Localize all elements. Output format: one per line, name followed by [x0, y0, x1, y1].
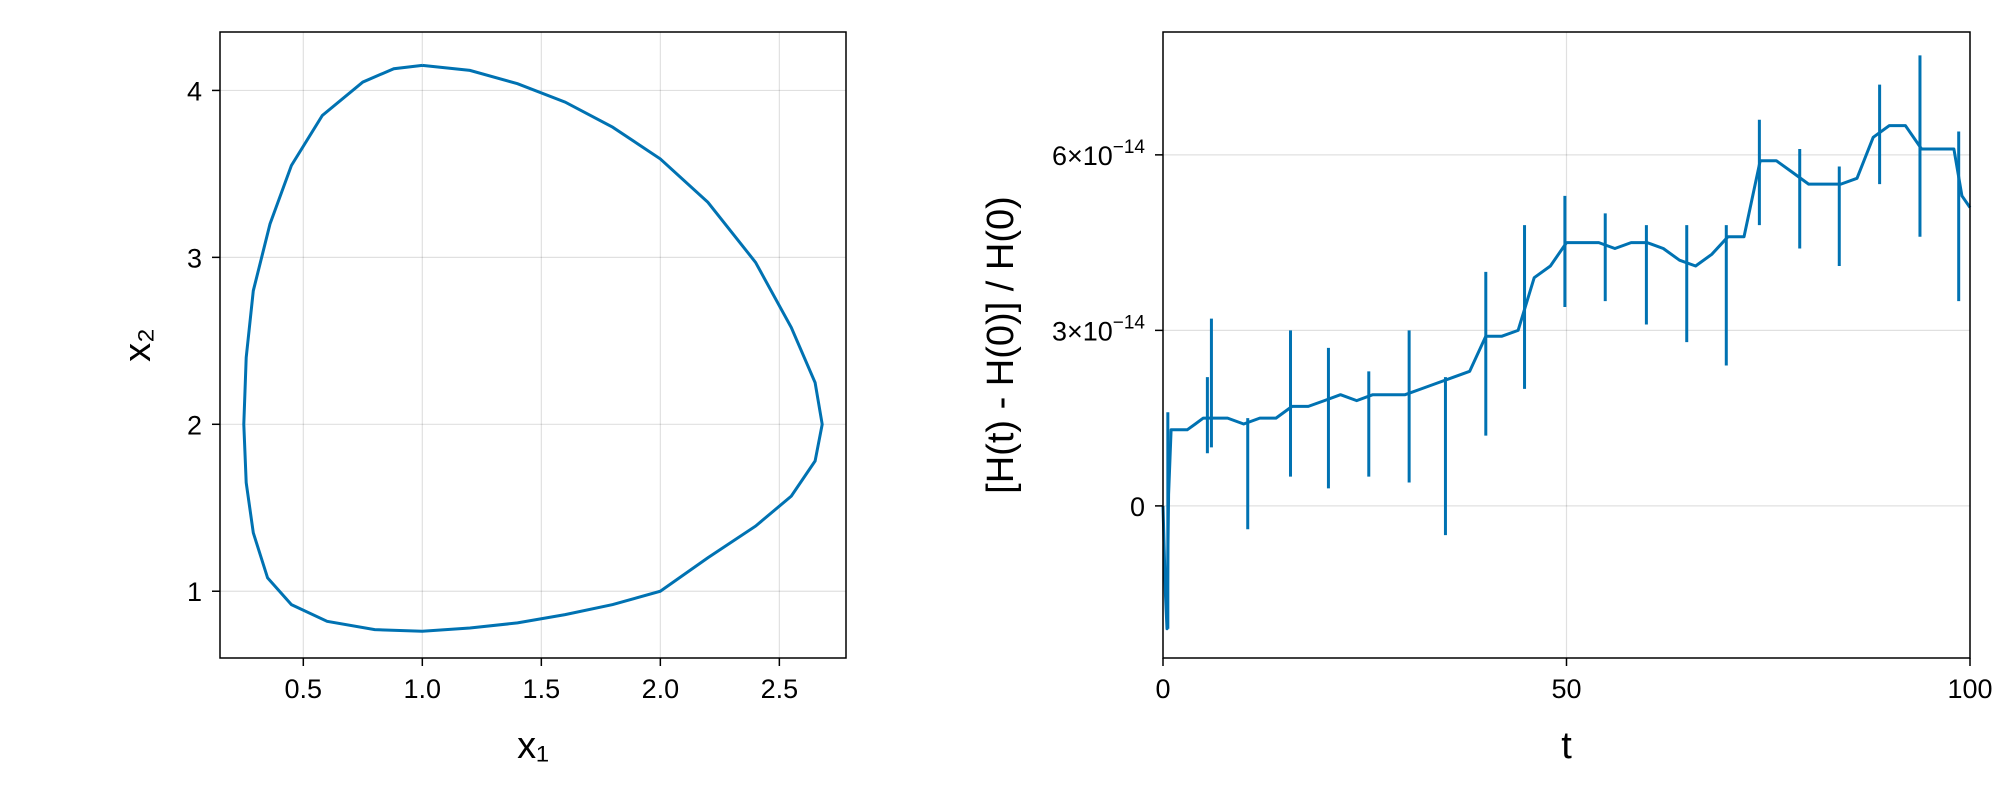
y-tick-exponent: −14 [1113, 312, 1146, 333]
phase-portrait-ticks: 0.5 1.0 1.5 2.0 2.5 1 2 3 4 [187, 76, 798, 704]
energy-error-series [1161, 124, 1972, 631]
energy-error-spikes [1166, 55, 1961, 629]
x-tick-label: 100 [1947, 674, 1992, 704]
y-tick-label: 0 [1130, 492, 1145, 522]
phase-portrait-orbit [242, 63, 824, 633]
phase-portrait-panel: 0.5 1.0 1.5 2.0 2.5 1 2 3 4 x₁ x₂ [117, 31, 847, 767]
y-tick-label: 4 [187, 76, 202, 106]
y-tick-mantissa: 6×10 [1052, 141, 1113, 171]
x-tick-label: 1.0 [404, 674, 442, 704]
x-tick-label: 0 [1155, 674, 1170, 704]
x-tick-label: 0.5 [285, 674, 323, 704]
y-tick-label: 2 [187, 410, 202, 440]
phase-portrait-x-axis-label: x₁ [517, 725, 549, 767]
phase-portrait-y-axis-label: x₂ [117, 328, 159, 362]
energy-error-y-axis-label: [H(t) - H(0)] / H(0) [980, 196, 1022, 494]
y-tick-label: 6×10−14 [1052, 137, 1145, 171]
y-tick-label: 1 [187, 577, 202, 607]
x-tick-label: 2.0 [642, 674, 680, 704]
x-tick-label: 2.5 [761, 674, 799, 704]
x-tick-label: 1.5 [523, 674, 561, 704]
y-tick-label: 3 [187, 243, 202, 273]
phase-portrait-grid [220, 32, 846, 658]
x-tick-label: 50 [1551, 674, 1581, 704]
phase-portrait-axes-frame [219, 31, 847, 659]
energy-error-x-axis-label: t [1561, 725, 1572, 767]
y-tick-mantissa: 3×10 [1052, 316, 1113, 346]
y-tick-label: 3×10−14 [1052, 312, 1145, 346]
energy-error-grid [1162, 32, 1971, 658]
y-tick-mantissa: 0 [1130, 492, 1145, 522]
y-tick-exponent: −14 [1113, 137, 1146, 158]
